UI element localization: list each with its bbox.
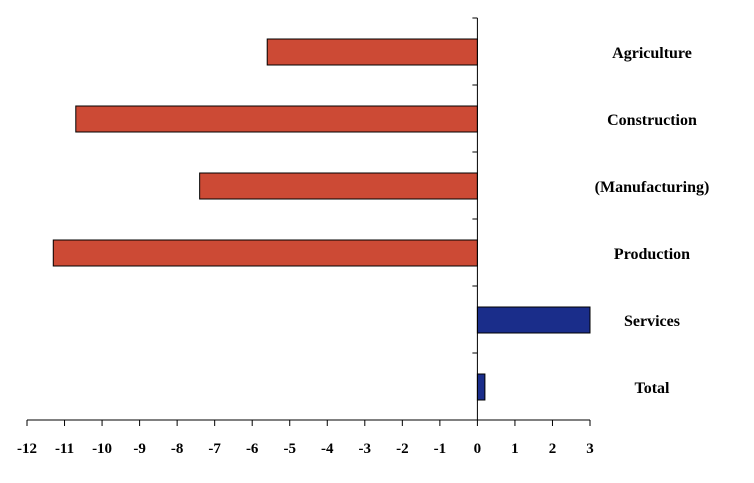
bar-construction	[75, 105, 478, 133]
bar-agriculture	[266, 38, 478, 66]
category-label: Agriculture	[612, 45, 692, 62]
x-tick-label: 3	[586, 441, 594, 457]
x-tick-label: -1	[434, 441, 447, 457]
category-label: Total	[635, 380, 671, 397]
x-tick-label: -4	[321, 441, 334, 457]
category-labels: Agriculture Construction (Manufacturing) Pr…	[595, 45, 710, 397]
axes-group	[27, 17, 590, 421]
x-axis-tick-labels: -12 -11 -10 -9 -8 -7 -6 -5 -4 -3 -2 -1 0 1 2 3	[17, 441, 594, 457]
x-tick-label: -12	[17, 441, 37, 457]
x-tick-label: -9	[133, 441, 146, 457]
bar-total	[476, 373, 486, 401]
bars-group	[52, 38, 591, 401]
category-label: Construction	[607, 112, 697, 129]
x-tick-label: -5	[283, 441, 296, 457]
bar-manufacturing	[199, 172, 478, 200]
x-tick-label: -6	[246, 441, 259, 457]
x-axis-ticks	[26, 420, 591, 426]
category-label: (Manufacturing)	[595, 179, 710, 196]
x-tick-label: -3	[359, 441, 372, 457]
x-tick-label: -10	[92, 441, 112, 457]
category-label: Production	[614, 246, 690, 263]
bar-production	[52, 239, 478, 267]
category-label: Services	[624, 313, 680, 330]
x-tick-label: 2	[549, 441, 557, 457]
x-tick-label: -2	[396, 441, 409, 457]
x-tick-label: -8	[171, 441, 184, 457]
bar-services	[476, 306, 591, 334]
x-tick-label: -11	[55, 441, 74, 457]
x-tick-label: -7	[208, 441, 221, 457]
x-tick-label: 1	[511, 441, 519, 457]
x-tick-label: 0	[474, 441, 482, 457]
